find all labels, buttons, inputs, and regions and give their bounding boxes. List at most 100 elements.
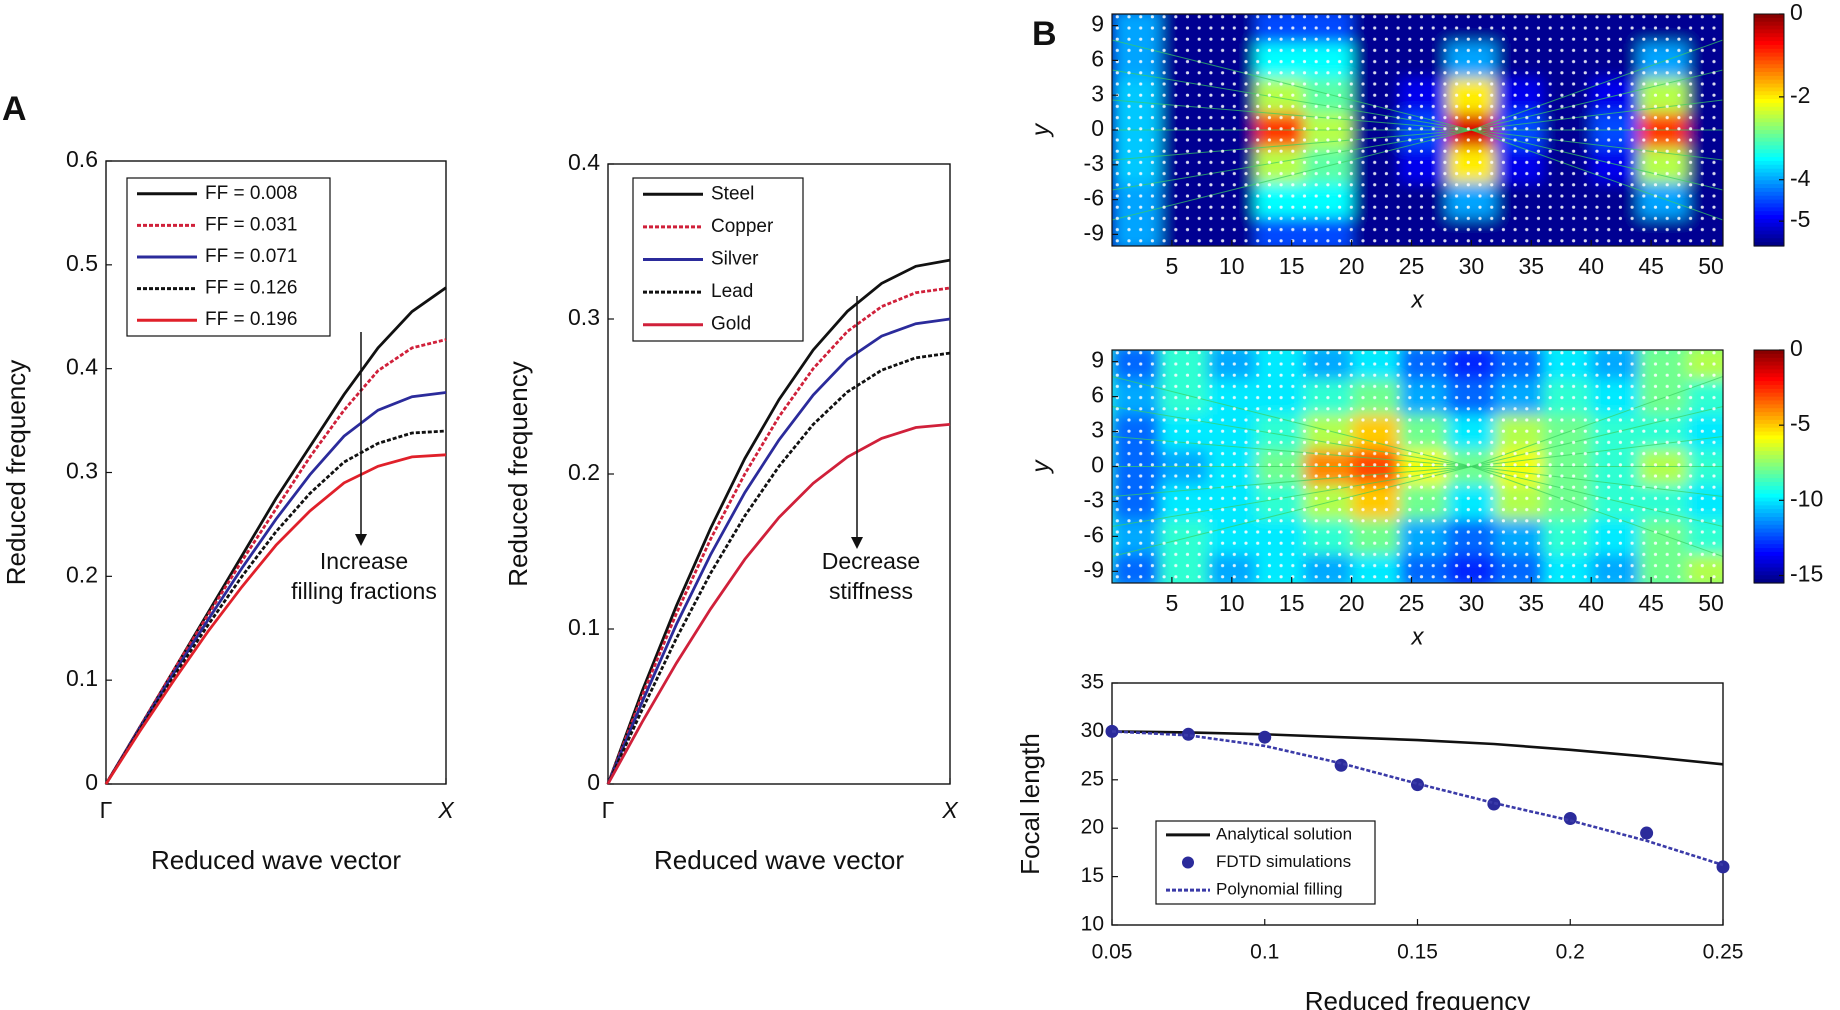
colorbar-swatch (1754, 41, 1784, 46)
legend-label: FF = 0.126 (205, 278, 297, 299)
colorbar-swatch (1754, 516, 1784, 522)
x-tick-label: 45 (1638, 253, 1664, 279)
colorbar-swatch (1754, 48, 1784, 54)
arrow-head (355, 534, 367, 546)
marker (1716, 860, 1730, 874)
y-tick-label: 25 (1081, 767, 1104, 790)
x-tick-label: Γ (602, 797, 615, 823)
x-tick-label: 0.15 (1397, 941, 1438, 964)
marker (1640, 826, 1654, 840)
colorbar-swatch (1754, 29, 1784, 34)
colorbar-swatch (1754, 423, 1784, 429)
x-tick-label: 20 (1339, 253, 1365, 279)
y-axis-label: y (1027, 122, 1054, 138)
colorbar-swatch (1754, 392, 1784, 398)
legend-label: FF = 0.196 (205, 309, 297, 330)
colorbar-swatch (1754, 513, 1784, 518)
colorbar-swatch (1754, 79, 1784, 85)
colorbar-swatch (1754, 404, 1784, 409)
legend-marker (1182, 856, 1194, 869)
marker (1411, 778, 1424, 792)
colorbar-swatch (1754, 416, 1784, 421)
series-line (1111, 730, 1724, 766)
colorbar-swatch (1754, 215, 1784, 220)
x-tick-label: X (941, 797, 959, 823)
legend-label: Copper (711, 216, 774, 237)
colorbar-tick-label: -15 (1790, 561, 1823, 587)
series-line (104, 286, 447, 785)
marker (1487, 797, 1501, 811)
colorbar-swatch (1754, 137, 1784, 143)
colorbar-swatch (1754, 435, 1784, 440)
colorbar-swatch (1754, 365, 1784, 371)
colorbar-swatch (1754, 126, 1784, 131)
legend-label: Steel (711, 183, 754, 204)
colorbar-swatch (1754, 68, 1784, 73)
colorbar-swatch (1754, 544, 1784, 549)
y-tick-label: 0.3 (66, 458, 98, 484)
x-tick-label: 5 (1166, 253, 1179, 279)
annotation: Decrease (822, 548, 920, 574)
colorbar-swatch (1754, 350, 1784, 355)
y-tick-label: -3 (1084, 150, 1104, 176)
x-tick-label: 0.2 (1556, 941, 1585, 964)
colorbar-swatch (1754, 408, 1784, 413)
colorbar-tick-label: -2 (1790, 82, 1810, 108)
colorbar-swatch (1754, 75, 1784, 81)
series-line (104, 429, 447, 785)
lattice (1112, 14, 1723, 246)
colorbar-swatch (1754, 95, 1784, 100)
x-axis-label: Reduced frequency (1305, 986, 1530, 1010)
heatmap-field (1112, 350, 1723, 583)
x-tick-label: 0.1 (1250, 941, 1279, 964)
panel-label: A (2, 90, 27, 128)
x-tick-label: 40 (1578, 253, 1604, 279)
colorbar-swatch (1754, 33, 1784, 38)
colorbar-swatch (1754, 222, 1784, 228)
y-axis-label: Focal length (1015, 733, 1045, 875)
y-tick-label: 0 (587, 769, 600, 795)
colorbar-swatch (1754, 373, 1784, 378)
panel-label: B (1032, 15, 1057, 53)
x-tick-label: 0.25 (1703, 941, 1744, 964)
colorbar-swatch (1754, 191, 1784, 197)
colorbar-swatch (1754, 419, 1784, 425)
y-tick-label: 0.1 (568, 614, 600, 640)
colorbar-swatch (1754, 489, 1784, 495)
colorbar-tick-label: 0 (1790, 0, 1803, 25)
colorbar-swatch (1754, 203, 1784, 208)
x-axis-label: Reduced wave vector (151, 845, 401, 875)
colorbar-swatch (1754, 211, 1784, 216)
series-line (606, 351, 951, 785)
x-axis-label: x (1411, 623, 1425, 650)
y-tick-label: -6 (1084, 521, 1104, 547)
colorbar-swatch (1754, 172, 1784, 177)
x-tick-label: 25 (1399, 253, 1425, 279)
colorbar-swatch (1754, 168, 1784, 174)
colorbar-swatch (1754, 559, 1784, 565)
y-tick-label: 9 (1091, 11, 1104, 37)
y-tick-label: 0.3 (568, 304, 600, 330)
colorbar-swatch (1754, 188, 1784, 193)
colorbar-swatch (1754, 72, 1784, 77)
colorbar-swatch (1754, 501, 1784, 506)
colorbar-swatch (1754, 532, 1784, 537)
colorbar-swatch (1754, 381, 1784, 386)
y-tick-label: 0.4 (66, 354, 98, 380)
colorbar-swatch (1754, 160, 1784, 166)
colorbar-swatch (1754, 83, 1784, 89)
colorbar-swatch (1754, 157, 1784, 162)
colorbar-swatch (1754, 439, 1784, 444)
y-tick-label: 0 (1091, 115, 1104, 141)
annotation: filling fractions (291, 578, 437, 604)
colorbar-swatch (1754, 412, 1784, 417)
legend-label: FF = 0.071 (205, 246, 297, 267)
y-tick-label: -3 (1084, 487, 1104, 513)
colorbar-swatch (1754, 207, 1784, 212)
colorbar-swatch (1754, 353, 1784, 359)
colorbar-swatch (1754, 238, 1784, 243)
y-tick-label: 9 (1091, 347, 1104, 373)
lattice (1112, 350, 1723, 583)
colorbar-swatch (1754, 21, 1784, 27)
